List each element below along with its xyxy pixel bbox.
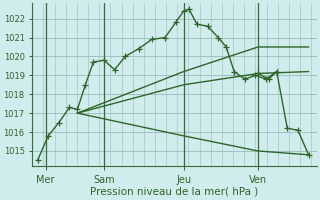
X-axis label: Pression niveau de la mer( hPa ): Pression niveau de la mer( hPa )	[90, 187, 259, 197]
